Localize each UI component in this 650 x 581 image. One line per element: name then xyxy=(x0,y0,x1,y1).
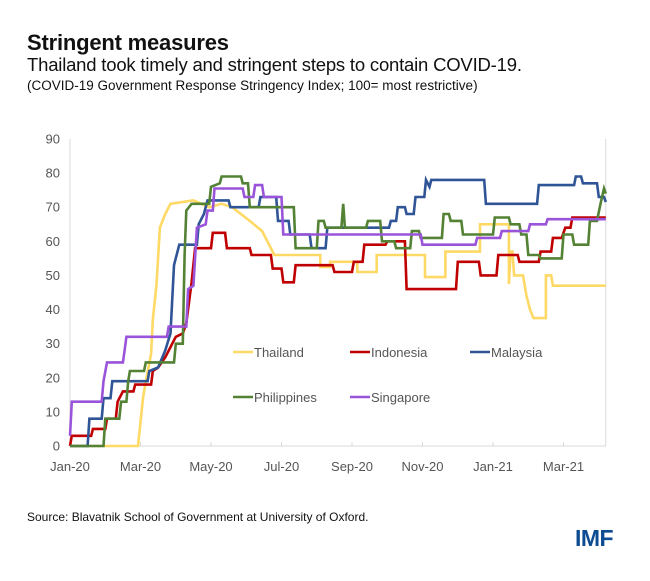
legend-label-indonesia: Indonesia xyxy=(371,345,428,360)
chart-axes: 0 10 20 30 40 50 60 70 80 90 Jan-20 Mar-20 May-20 Jul… xyxy=(46,132,607,474)
x-tick-label: Jul-20 xyxy=(264,459,299,474)
y-tick-label: 40 xyxy=(46,302,60,317)
x-tick-label: Jan-21 xyxy=(473,459,513,474)
chart-title: Stringent measures xyxy=(27,30,229,55)
y-tick-label: 20 xyxy=(46,370,60,385)
chart-note: (COVID-19 Government Response Stringency… xyxy=(27,78,478,93)
y-tick-label: 90 xyxy=(46,132,60,147)
y-tick-label: 10 xyxy=(46,404,60,419)
legend-label-malaysia: Malaysia xyxy=(491,345,543,360)
chart-series xyxy=(68,175,608,448)
line-chart: 0 10 20 30 40 50 60 70 80 90 Jan-20 Mar-20 May-20 Jul… xyxy=(46,132,608,474)
legend-label-philippines: Philippines xyxy=(254,390,317,405)
series-line-singapore xyxy=(68,183,606,436)
y-tick-label: 50 xyxy=(46,268,60,283)
x-tick-label: Nov-20 xyxy=(402,459,444,474)
x-tick-label: Jan-20 xyxy=(50,459,90,474)
x-tick-label: Mar-20 xyxy=(120,459,161,474)
y-tick-label: 80 xyxy=(46,166,60,181)
y-tick-label: 0 xyxy=(53,439,60,454)
legend-label-singapore: Singapore xyxy=(371,390,430,405)
legend-label-thailand: Thailand xyxy=(254,345,304,360)
y-tick-label: 30 xyxy=(46,336,60,351)
series-line-malaysia xyxy=(70,175,608,448)
chart-legend: Thailand Indonesia Malaysia Philippines Sing… xyxy=(233,345,543,405)
series-line-thailand xyxy=(70,199,606,448)
source-note: Source: Blavatnik School of Government a… xyxy=(27,510,369,524)
x-tick-label: Sep-20 xyxy=(331,459,373,474)
y-tick-label: 60 xyxy=(46,234,60,249)
series-line-philippines xyxy=(70,175,608,448)
x-tick-label: May-20 xyxy=(189,459,232,474)
imf-logo: IMF xyxy=(575,525,614,551)
y-tick-label: 70 xyxy=(46,200,60,215)
chart-subtitle: Thailand took timely and stringent steps… xyxy=(27,54,522,75)
x-tick-label: Mar-21 xyxy=(543,459,584,474)
series-line-indonesia xyxy=(68,216,606,447)
